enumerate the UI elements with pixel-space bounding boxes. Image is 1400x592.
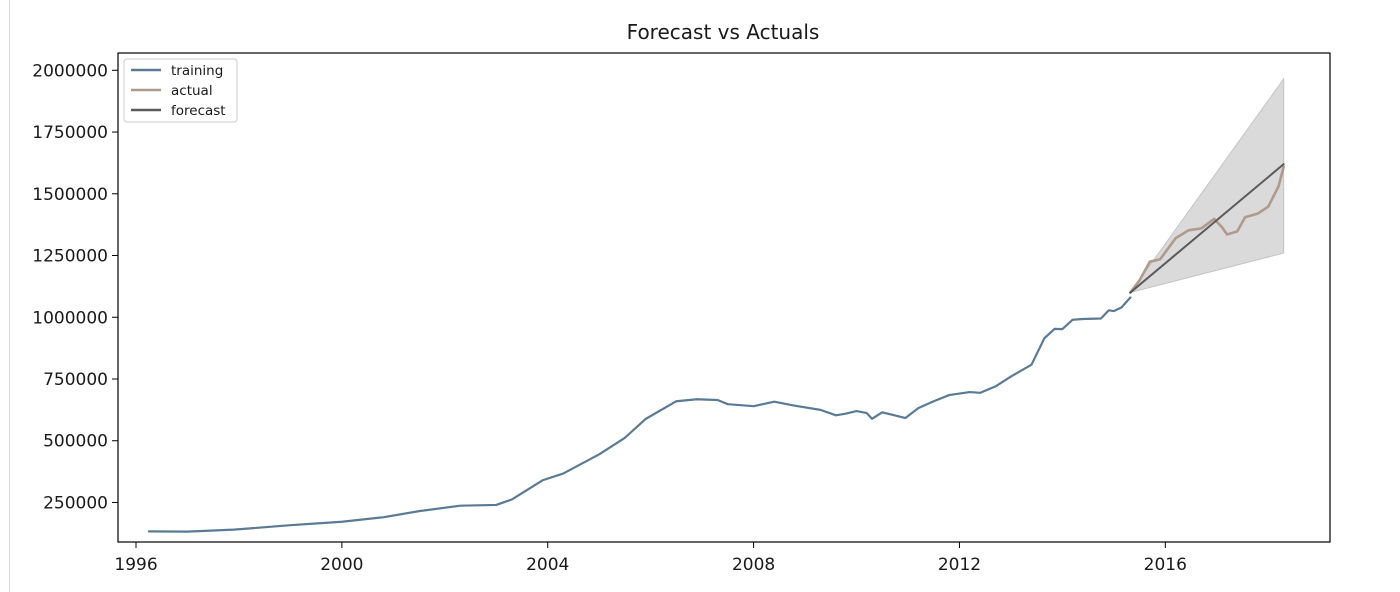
legend-label-actual: actual [171, 83, 213, 99]
chart-title: Forecast vs Actuals [627, 20, 820, 44]
x-tick-label-2016: 2016 [1144, 555, 1187, 575]
x-tick-label-2004: 2004 [526, 555, 569, 575]
y-tick-label-1750000: 1750000 [32, 123, 108, 143]
x-axis: 1996 2000 2004 2008 2012 2016 [114, 542, 1187, 575]
y-tick-label-500000: 500000 [43, 432, 108, 452]
legend-label-forecast: forecast [171, 103, 226, 119]
series-line-forecast [1129, 163, 1285, 294]
x-tick-label-2000: 2000 [320, 555, 363, 575]
series-line-actual [1129, 165, 1285, 294]
y-tick-label-1250000: 1250000 [32, 247, 108, 267]
series-line-training [147, 296, 1132, 533]
x-tick-label-2008: 2008 [732, 555, 775, 575]
y-axis: 250000 500000 750000 1000000 1250000 1500000 1… [32, 61, 118, 513]
y-tick-label-1500000: 1500000 [32, 185, 108, 205]
legend-label-training: training [171, 63, 223, 79]
x-tick-label-2012: 2012 [938, 555, 981, 575]
series-layer [147, 163, 1285, 533]
y-tick-label-1000000: 1000000 [32, 308, 108, 328]
plot-area-frame [117, 52, 1331, 543]
y-tick-label-750000: 750000 [43, 370, 108, 390]
y-tick-label-2000000: 2000000 [32, 61, 108, 81]
legend-frame [123, 58, 238, 123]
x-tick-label-1996: 1996 [114, 555, 157, 575]
y-tick-label-250000: 250000 [43, 493, 108, 513]
page-left-border [9, 0, 10, 592]
legend: training actual forecast [123, 58, 238, 123]
